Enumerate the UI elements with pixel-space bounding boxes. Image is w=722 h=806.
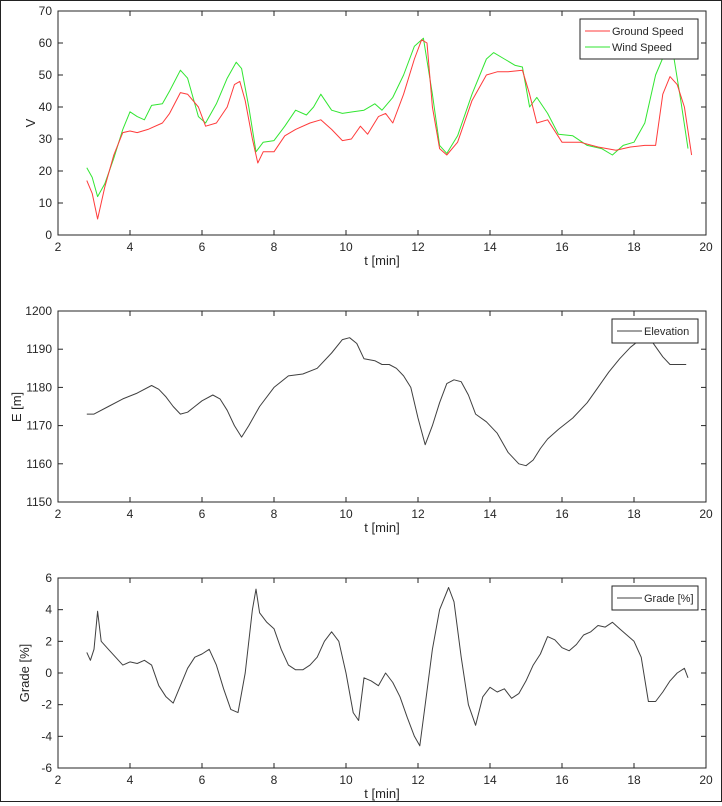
x-tick-label: 12 [411, 773, 425, 787]
x-tick-label: 16 [555, 507, 569, 521]
y-tick-label: -4 [41, 729, 52, 743]
axis-ticks: 2 4 6 8 10 12 14 16 18 20 -6 -4 -2 0 2 4 6 [41, 571, 713, 787]
x-tick-label: 18 [627, 773, 641, 787]
y-tick-label: 2 [45, 634, 52, 648]
y-axis-label: E [m] [9, 392, 24, 422]
x-tick-label: 14 [483, 507, 497, 521]
series-group [86, 337, 687, 467]
y-tick-label: 4 [45, 603, 52, 617]
legend-label: Ground Speed [612, 26, 684, 38]
y-tick-label: 30 [39, 132, 53, 146]
x-tick-label: 16 [555, 773, 569, 787]
x-tick-label: 8 [271, 773, 278, 787]
y-tick-label: 1150 [26, 495, 52, 509]
legend-label: Elevation [644, 326, 689, 338]
x-tick-label: 8 [271, 507, 278, 521]
y-axis-label: Grade [%] [17, 644, 32, 703]
series-line-ground-speed [86, 39, 693, 220]
x-tick-label: 10 [339, 240, 353, 254]
x-tick-label: 10 [339, 773, 353, 787]
x-tick-label: 2 [55, 507, 62, 521]
x-tick-label: 20 [699, 773, 713, 787]
legend: Grade [%] [611, 585, 699, 611]
y-tick-label: 50 [39, 68, 53, 82]
y-tick-label: 70 [39, 4, 53, 18]
x-tick-label: 10 [339, 507, 353, 521]
x-axis-label: t [min] [364, 520, 399, 535]
axes-box [57, 577, 707, 769]
y-tick-label: 1190 [26, 342, 52, 356]
y-tick-label: -6 [41, 761, 52, 775]
y-axis-label: V [23, 118, 38, 127]
legend-label: Wind Speed [612, 42, 672, 54]
y-tick-label: 0 [45, 666, 52, 680]
axis-ticks: 2 4 6 8 10 12 14 16 18 20 1150 1160 1170 1180 1190 1200 [25, 304, 713, 521]
x-tick-label: 16 [555, 240, 569, 254]
x-tick-label: 14 [483, 773, 497, 787]
y-tick-label: 1160 [26, 457, 52, 471]
y-tick-label: 1200 [25, 304, 52, 318]
elevation-plot: 2 4 6 8 10 12 14 16 18 20 1150 1160 1170 1180 1190 1200… [9, 304, 713, 535]
x-tick-label: 18 [627, 507, 641, 521]
x-tick-label: 2 [55, 240, 62, 254]
series-group [86, 587, 689, 747]
x-tick-label: 20 [699, 240, 713, 254]
x-tick-label: 4 [127, 773, 134, 787]
x-tick-label: 4 [127, 240, 134, 254]
x-axis-label: t [min] [364, 786, 399, 801]
x-axis-label: t [min] [364, 253, 399, 268]
x-tick-label: 20 [699, 507, 713, 521]
legend: Ground Speed Wind Speed [579, 18, 699, 60]
series-group [86, 37, 693, 220]
legend-label: Grade [%] [644, 593, 694, 605]
axes-box [57, 310, 707, 503]
x-tick-label: 4 [127, 507, 134, 521]
grade-plot: 2 4 6 8 10 12 14 16 18 20 -6 -4 -2 0 2 4 6 t [min] Grade… [17, 571, 713, 801]
x-tick-label: 12 [411, 507, 425, 521]
y-tick-label: 1180 [26, 380, 52, 394]
axis-ticks: 2 4 6 8 10 12 14 16 18 20 0 10 20 30 40 50 60 70 [39, 4, 713, 254]
y-tick-label: 40 [39, 100, 53, 114]
legend: Elevation [611, 318, 699, 344]
x-tick-label: 6 [199, 240, 206, 254]
y-tick-label: 1170 [26, 419, 52, 433]
y-tick-label: 10 [39, 196, 53, 210]
legend-box [579, 18, 699, 60]
y-tick-label: 60 [39, 36, 53, 50]
y-tick-label: -2 [41, 698, 52, 712]
x-tick-label: 6 [199, 507, 206, 521]
x-tick-label: 12 [411, 240, 425, 254]
y-tick-label: 20 [39, 164, 53, 178]
x-tick-label: 14 [483, 240, 497, 254]
x-tick-label: 6 [199, 773, 206, 787]
x-tick-label: 8 [271, 240, 278, 254]
y-tick-label: 6 [45, 571, 52, 585]
series-line-grade [86, 587, 689, 747]
x-tick-label: 18 [627, 240, 641, 254]
series-line-wind-speed [86, 37, 689, 198]
series-line-elevation [86, 337, 687, 467]
y-tick-label: 0 [45, 228, 52, 242]
x-tick-label: 2 [55, 773, 62, 787]
